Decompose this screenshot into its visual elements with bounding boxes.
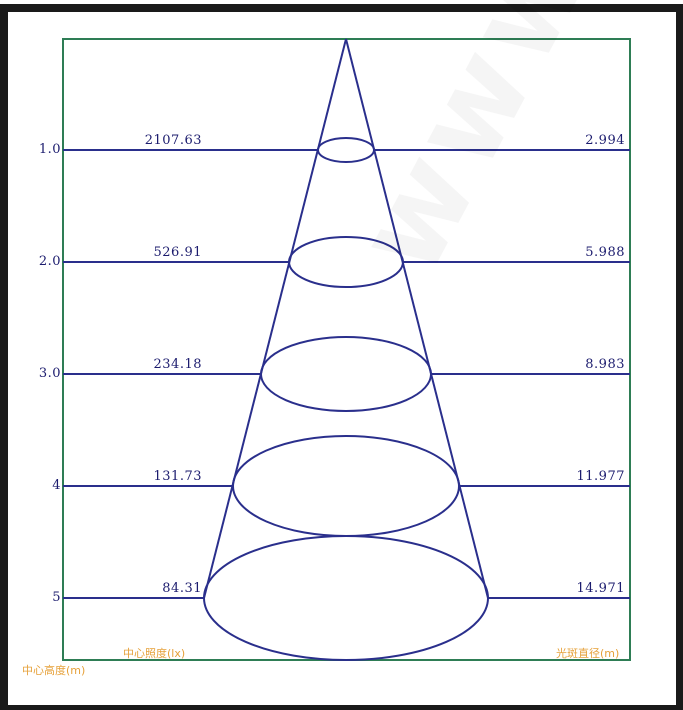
spot-ellipse bbox=[203, 535, 489, 661]
spot-ellipse bbox=[232, 435, 460, 537]
center-height-caption: 中心高度(m) bbox=[22, 664, 86, 677]
diameter-value: 8.983 bbox=[585, 357, 625, 372]
illuminance-value: 84.31 bbox=[162, 581, 202, 596]
illuminance-value: 131.73 bbox=[153, 469, 202, 484]
illuminance-value: 2107.63 bbox=[144, 133, 202, 148]
height-label: 3.0 bbox=[38, 366, 61, 381]
center-illuminance-caption: 中心照度(lx) bbox=[123, 647, 186, 660]
height-label: 1.0 bbox=[38, 142, 61, 157]
illuminance-value: 526.91 bbox=[153, 245, 202, 260]
diameter-value: 2.994 bbox=[585, 133, 625, 148]
diameter-value: 14.971 bbox=[576, 581, 625, 596]
cone-side-left bbox=[203, 38, 347, 599]
diameter-value: 5.988 bbox=[585, 245, 625, 260]
height-label: 4 bbox=[52, 478, 61, 493]
outer-border bbox=[0, 4, 683, 710]
beam-cone bbox=[63, 38, 630, 661]
spot-ellipse bbox=[317, 137, 375, 163]
cone-side-right bbox=[345, 38, 489, 599]
height-label: 2.0 bbox=[38, 254, 61, 269]
spot-ellipse bbox=[260, 336, 432, 412]
diameter-value: 11.977 bbox=[576, 469, 625, 484]
height-label: 5 bbox=[52, 590, 61, 605]
illuminance-value: 234.18 bbox=[153, 357, 202, 372]
spot-ellipse bbox=[288, 236, 404, 288]
spot-diameter-caption: 光斑直径(m) bbox=[556, 647, 620, 660]
